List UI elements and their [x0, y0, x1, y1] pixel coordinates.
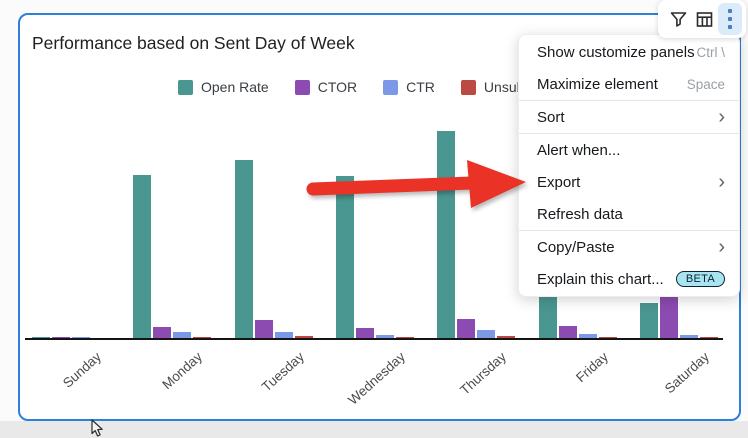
legend-swatch-icon: [383, 79, 399, 95]
bar-ctor-friday[interactable]: [558, 326, 577, 339]
context-menu: Show customize panels Ctrl \ Maximize elem…: [518, 34, 740, 297]
filter-button[interactable]: [666, 4, 690, 34]
menu-item-export[interactable]: Export ›: [519, 166, 739, 198]
bar-open-rate-saturday[interactable]: [639, 303, 658, 339]
menu-item-refresh-data[interactable]: Refresh data: [519, 198, 739, 230]
x-axis-line: [25, 338, 723, 340]
menu-item-copy-paste[interactable]: Copy/Paste ›: [519, 231, 739, 263]
bar-ctor-tuesday[interactable]: [254, 320, 273, 339]
bar-open-rate-tuesday[interactable]: [234, 160, 253, 339]
red-arrow-annotation: [306, 160, 526, 208]
legend-swatch-icon: [294, 79, 310, 95]
menu-divider: [519, 100, 739, 101]
more-options-icon: [728, 9, 732, 29]
menu-item-maximize-element[interactable]: Maximize element Space: [519, 68, 739, 100]
bar-ctor-wednesday[interactable]: [355, 328, 374, 339]
menu-item-label: Explain this chart...: [537, 270, 664, 288]
bar-ctr-sunday[interactable]: [72, 337, 90, 339]
bar-ctr-wednesday[interactable]: [375, 334, 394, 339]
menu-item-label: Alert when...: [537, 141, 621, 159]
table-button[interactable]: [692, 4, 716, 34]
menu-item-explain-this-chart[interactable]: Explain this chart... BETA: [519, 263, 739, 295]
panel-toolbar: [658, 0, 746, 38]
bar-open-rate-sunday[interactable]: [32, 337, 50, 339]
bar-ctr-friday[interactable]: [578, 333, 597, 339]
legend: Open Rate CTOR CTR Unsub: [178, 79, 524, 95]
legend-item[interactable]: CTOR: [294, 79, 358, 95]
menu-item-show-customize-panels[interactable]: Show customize panels Ctrl \: [519, 36, 739, 68]
chevron-right-icon: ›: [718, 236, 725, 258]
legend-label: CTR: [406, 79, 435, 95]
bar-ctor-thursday[interactable]: [457, 319, 476, 339]
bar-unsub-tuesday[interactable]: [294, 336, 313, 339]
menu-item-sort[interactable]: Sort ›: [519, 101, 739, 133]
menu-item-label: Copy/Paste: [537, 238, 615, 256]
legend-label: Unsub: [483, 79, 525, 95]
menu-item-shortcut: Ctrl \: [696, 44, 726, 60]
beta-badge: BETA: [675, 271, 725, 287]
menu-item-shortcut: Space: [686, 76, 725, 92]
legend-label: CTOR: [317, 79, 358, 95]
menu-item-label: Export: [537, 173, 581, 191]
menu-item-label: Refresh data: [537, 205, 623, 223]
bar-ctr-monday[interactable]: [173, 332, 192, 339]
legend-item[interactable]: Unsub: [460, 79, 525, 95]
legend-item[interactable]: CTR: [383, 79, 435, 95]
chevron-right-icon: ›: [718, 106, 725, 128]
legend-label: Open Rate: [201, 79, 269, 95]
more-options-button[interactable]: [718, 3, 742, 35]
menu-item-label: Maximize element: [537, 75, 658, 93]
bar-open-rate-monday[interactable]: [133, 174, 152, 339]
bar-unsub-thursday[interactable]: [497, 336, 516, 339]
bar-unsub-saturday[interactable]: [699, 337, 718, 339]
bar-ctor-monday[interactable]: [153, 327, 172, 339]
chart-title: Performance based on Sent Day of Week: [32, 33, 355, 53]
menu-divider: [519, 230, 739, 231]
bar-unsub-friday[interactable]: [598, 337, 617, 339]
menu-item-label: Sort: [537, 108, 565, 126]
table-icon: [696, 11, 712, 27]
bar-open-rate-wednesday[interactable]: [335, 175, 354, 339]
chevron-right-icon: ›: [718, 171, 725, 193]
bar-ctr-thursday[interactable]: [477, 330, 496, 339]
menu-item-alert-when[interactable]: Alert when...: [519, 134, 739, 166]
bar-ctr-tuesday[interactable]: [274, 331, 293, 339]
legend-swatch-icon: [460, 79, 476, 95]
bar-ctr-saturday[interactable]: [679, 335, 698, 339]
bar-unsub-monday[interactable]: [193, 336, 212, 339]
filter-icon: [670, 11, 686, 27]
legend-item[interactable]: Open Rate: [178, 79, 269, 95]
page-background-strip: [0, 421, 748, 438]
bar-ctor-saturday[interactable]: [659, 284, 678, 339]
mouse-cursor: [91, 419, 103, 437]
bar-ctor-sunday[interactable]: [52, 337, 70, 339]
bar-unsub-wednesday[interactable]: [395, 337, 414, 339]
menu-item-label: Show customize panels: [537, 43, 695, 61]
legend-swatch-icon: [178, 79, 193, 95]
menu-divider: [519, 133, 739, 134]
